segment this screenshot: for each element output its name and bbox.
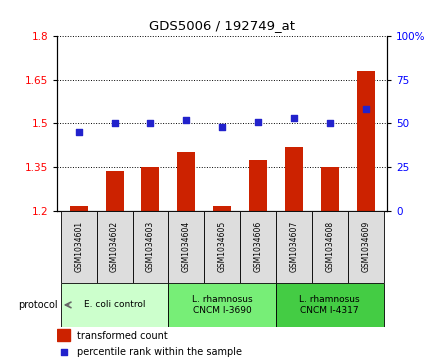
Bar [132,211,169,283]
Text: GSM1034607: GSM1034607 [290,221,298,273]
Bar [70,206,88,211]
Point [75,129,82,135]
Bar [348,211,384,283]
Text: GSM1034603: GSM1034603 [146,221,155,273]
Bar [285,147,303,211]
Text: transformed count: transformed count [77,331,168,340]
Text: protocol: protocol [18,300,58,310]
Bar [276,211,312,283]
Bar [312,211,348,283]
Bar [357,71,374,211]
Bar [213,206,231,211]
Text: L. rhamnosus
CNCM I-4317: L. rhamnosus CNCM I-4317 [300,295,360,315]
Bar [169,283,276,327]
Bar [97,211,132,283]
Point [326,121,334,126]
Text: E. coli control: E. coli control [84,301,145,309]
Title: GDS5006 / 192749_at: GDS5006 / 192749_at [149,19,295,32]
Bar [204,211,240,283]
Text: GSM1034606: GSM1034606 [253,221,263,273]
Point [290,115,297,121]
Bar [177,152,195,211]
Point [362,107,369,113]
Text: GSM1034609: GSM1034609 [361,221,370,273]
Bar [249,160,267,211]
Text: percentile rank within the sample: percentile rank within the sample [77,347,242,357]
Text: GSM1034605: GSM1034605 [218,221,227,273]
Bar [240,211,276,283]
Bar [61,211,97,283]
Bar [142,167,159,211]
Bar [169,211,204,283]
Text: L. rhamnosus
CNCM I-3690: L. rhamnosus CNCM I-3690 [192,295,253,315]
Bar [321,167,339,211]
Point [60,349,67,355]
Bar [276,283,384,327]
Point [219,124,226,130]
Bar [106,171,124,211]
Text: GSM1034601: GSM1034601 [74,221,83,272]
Point [255,119,262,125]
Bar [57,329,70,341]
Text: GSM1034602: GSM1034602 [110,221,119,272]
Point [147,121,154,126]
Text: GSM1034604: GSM1034604 [182,221,191,273]
Point [183,117,190,123]
Bar [61,283,169,327]
Text: GSM1034608: GSM1034608 [325,221,334,272]
Point [111,121,118,126]
